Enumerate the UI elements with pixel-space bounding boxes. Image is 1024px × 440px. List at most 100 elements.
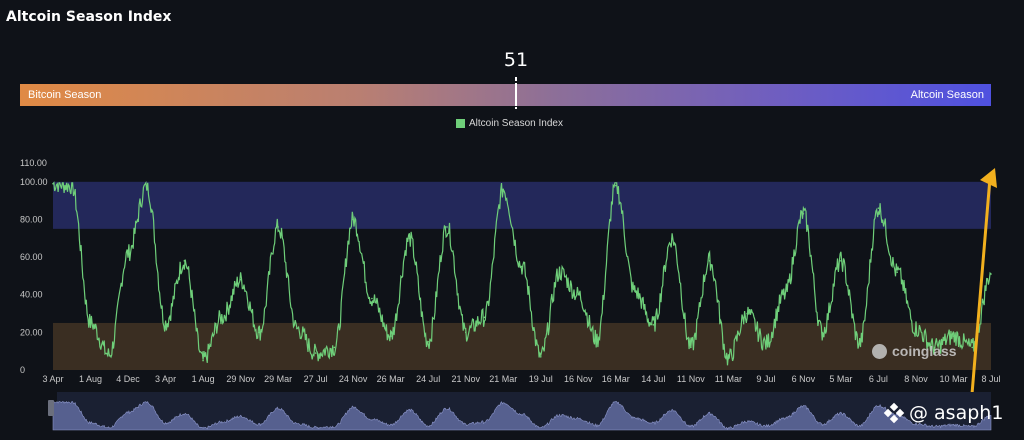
data-point — [408, 237, 411, 240]
data-point — [821, 331, 823, 334]
data-point — [746, 312, 748, 315]
author-credit: @ asaph1 — [883, 402, 1004, 424]
data-point — [427, 340, 430, 343]
legend-label: Altcoin Season Index — [469, 118, 563, 129]
x-tick-label: 8 Jul — [981, 374, 1000, 384]
navigator-series — [52, 401, 992, 431]
navigator-handle-left — [48, 400, 54, 416]
binance-logo-icon — [883, 402, 905, 424]
y-tick-label: 80.00 — [20, 214, 43, 224]
x-tick-label: 8 Nov — [904, 374, 928, 384]
coinglass-logo-icon — [872, 343, 887, 359]
data-point — [690, 346, 692, 349]
x-tick-label: 11 Mar — [715, 374, 742, 384]
x-tick-label: 10 Mar — [939, 374, 967, 384]
x-tick-label: 16 Nov — [564, 374, 593, 384]
data-point — [52, 182, 54, 185]
data-point — [858, 342, 861, 345]
legend-swatch — [456, 119, 465, 128]
data-point — [502, 188, 505, 191]
coinglass-watermark: coinglass — [872, 343, 957, 359]
data-point — [990, 273, 992, 275]
data-point — [840, 260, 842, 262]
data-point — [577, 293, 580, 296]
x-tick-label: 5 Mar — [829, 374, 852, 384]
current-value-marker-line — [515, 84, 517, 106]
data-point — [108, 354, 111, 356]
x-tick-label: 21 Nov — [451, 374, 480, 384]
altcoin-season-chart[interactable]: 110.00 100.00 80.00 60.00 40.00 20.00 0 3 Apr 1 … — [0, 130, 1024, 440]
data-point — [314, 352, 317, 354]
data-point — [615, 184, 617, 187]
data-point — [296, 327, 298, 330]
bitcoin-season-zone — [53, 322, 991, 370]
x-tick-label: 9 Jul — [756, 374, 775, 384]
data-point — [933, 346, 936, 349]
arrow-annotation-shaft — [968, 177, 992, 419]
data-point — [239, 278, 242, 281]
watermark-text: coinglass — [892, 343, 957, 359]
x-tick-label: 16 Mar — [602, 374, 630, 384]
data-point — [539, 356, 542, 358]
data-point — [221, 316, 223, 319]
x-tick-label: 4 Dec — [116, 374, 140, 384]
x-tick-label: 3 Apr — [42, 374, 63, 384]
arrow-annotation-head — [980, 168, 997, 188]
x-tick-label: 24 Nov — [339, 374, 368, 384]
data-point — [464, 331, 467, 334]
altcoin-season-zone — [53, 181, 991, 229]
data-point — [633, 290, 636, 292]
data-point — [127, 252, 129, 255]
data-point — [483, 316, 486, 319]
data-point — [671, 237, 673, 240]
y-tick-label: 60.00 — [20, 252, 43, 262]
y-tick-label: 0 — [20, 365, 25, 375]
author-handle: @ asaph1 — [909, 402, 1004, 424]
data-point — [89, 322, 92, 324]
data-point — [652, 324, 655, 326]
x-tick-label: 19 Jul — [529, 374, 553, 384]
data-point — [783, 293, 786, 296]
chart-legend[interactable]: Altcoin Season Index — [456, 118, 563, 129]
x-tick-label: 14 Jul — [641, 374, 665, 384]
data-point — [952, 335, 955, 337]
x-tick-label: 27 Jul — [304, 374, 328, 384]
chart-title: Altcoin Season Index — [6, 9, 172, 25]
data-point — [877, 207, 880, 209]
data-point — [765, 342, 767, 345]
data-point — [202, 359, 204, 362]
x-tick-label: 3 Apr — [155, 374, 176, 384]
x-tick-label: 21 Mar — [489, 374, 517, 384]
data-point — [727, 357, 730, 360]
y-tick-label: 40.00 — [20, 290, 43, 300]
x-tick-label: 29 Mar — [264, 374, 292, 384]
x-tick-label: 6 Nov — [792, 374, 816, 384]
data-point — [708, 260, 711, 262]
data-point — [183, 260, 186, 262]
y-tick-label: 20.00 — [20, 327, 43, 337]
x-tick-label: 24 Jul — [416, 374, 440, 384]
data-point — [446, 226, 448, 228]
season-gradient-bar — [20, 84, 991, 106]
x-tick-label: 26 Mar — [377, 374, 405, 384]
current-index-value: 51 — [503, 49, 529, 71]
data-point — [896, 271, 898, 273]
data-point — [521, 265, 523, 268]
x-tick-label: 29 Nov — [226, 374, 255, 384]
x-tick-label: 1 Aug — [79, 374, 102, 384]
x-tick-label: 1 Aug — [192, 374, 215, 384]
data-point — [558, 271, 561, 273]
data-point — [371, 297, 373, 300]
data-point — [258, 331, 261, 334]
data-point — [389, 335, 392, 337]
data-point — [802, 213, 805, 215]
data-point — [971, 346, 974, 349]
x-tick-label: 11 Nov — [677, 374, 705, 384]
data-point — [164, 322, 167, 324]
data-point — [333, 346, 336, 349]
altcoin-season-label: Altcoin Season — [910, 89, 984, 101]
data-point — [70, 184, 73, 187]
y-tick-label: 100.00 — [20, 177, 48, 187]
y-tick-label: 110.00 — [20, 158, 47, 168]
data-point — [146, 184, 148, 187]
